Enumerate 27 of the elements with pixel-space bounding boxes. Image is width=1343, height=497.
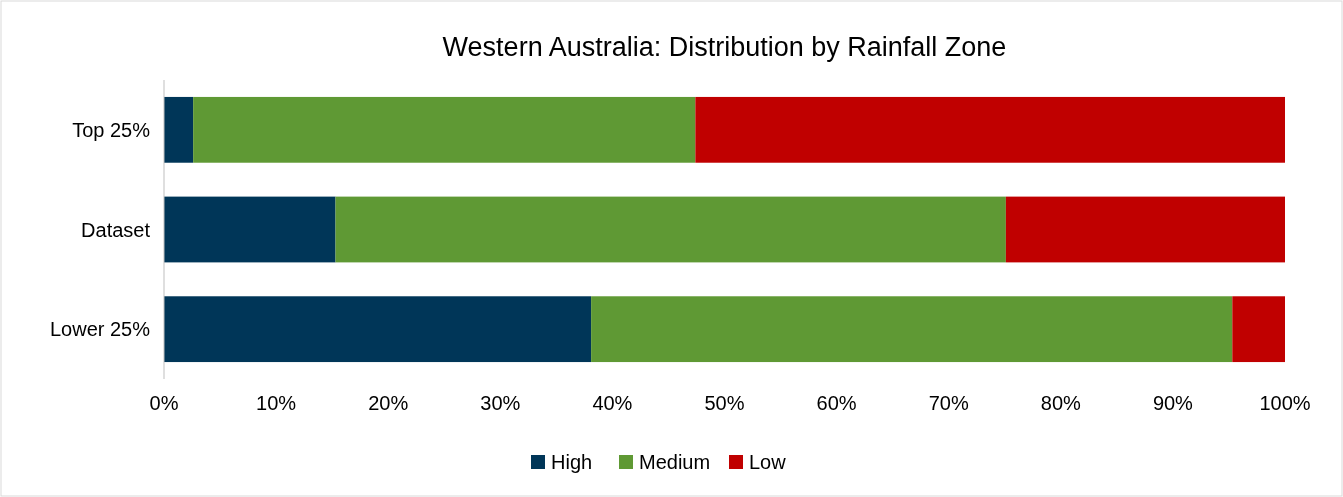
y-tick-label: Top 25% <box>72 118 151 141</box>
legend-label: Low <box>749 451 787 473</box>
legend-label: High <box>551 451 593 473</box>
bar <box>164 96 194 163</box>
x-tick-label: 80% <box>1040 392 1082 414</box>
chart-title: Western Australia: Distribution by Rainfall Zone <box>442 32 1007 62</box>
x-tick-label: 50% <box>704 392 745 414</box>
x-tick-label: 20% <box>368 392 409 414</box>
legend-label: Medium <box>639 451 711 473</box>
x-tick-label: 30% <box>480 392 521 414</box>
x-tick-label: 100% <box>1259 392 1311 414</box>
y-tick-label: Dataset <box>81 218 151 241</box>
bar <box>164 296 592 363</box>
x-tick-label: 60% <box>816 392 857 414</box>
bar <box>335 196 1006 263</box>
bar <box>591 296 1233 363</box>
bar <box>1005 196 1285 263</box>
bar <box>695 96 1285 163</box>
bar <box>193 96 696 163</box>
x-tick-label: 10% <box>256 392 297 414</box>
x-tick-label: 90% <box>1152 392 1194 414</box>
x-tick-label: 0% <box>149 392 179 414</box>
x-tick-label: 40% <box>592 392 633 414</box>
x-tick-label: 70% <box>928 392 969 414</box>
y-tick-label: Lower 25% <box>49 318 151 341</box>
bar <box>1232 296 1285 363</box>
bar <box>164 196 336 263</box>
